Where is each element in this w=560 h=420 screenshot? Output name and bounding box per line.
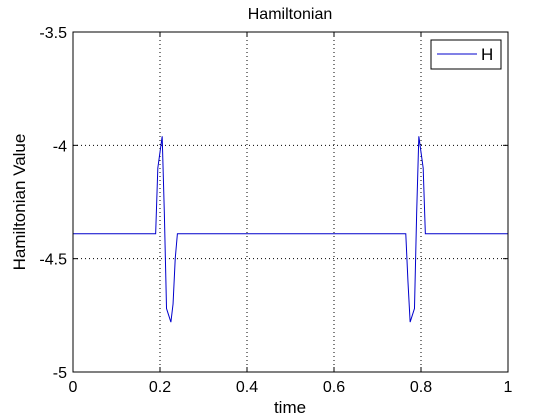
- x-tick-label: 1: [504, 379, 513, 396]
- x-tick-label: 0: [69, 379, 78, 396]
- y-tick-labels: -5 -4.5 -4 -3.5: [39, 25, 67, 382]
- legend-label-h: H: [481, 45, 493, 64]
- y-tick-label: -4.5: [39, 252, 67, 269]
- series-layer: [73, 136, 508, 323]
- y-tick-label: -5: [53, 365, 67, 382]
- y-tick-label: -4: [53, 138, 67, 155]
- legend: H: [430, 39, 502, 70]
- x-tick-label: 0.8: [410, 379, 432, 396]
- y-axis-label: Hamiltonian Value: [10, 134, 29, 271]
- x-tick-label: 0.2: [149, 379, 171, 396]
- plot-area: [73, 32, 508, 372]
- x-tick-labels: 0 0.2 0.4 0.6 0.8 1: [69, 379, 513, 396]
- x-axis-label: time: [274, 398, 306, 417]
- y-tick-label: -3.5: [39, 25, 67, 42]
- plot-frame: [72, 31, 509, 373]
- x-tick-label: 0.4: [236, 379, 258, 396]
- chart-title: Hamiltonian: [248, 6, 332, 23]
- series-line-h: [73, 136, 508, 323]
- x-tick-label: 0.6: [323, 379, 345, 396]
- ticks: [72, 31, 509, 373]
- grid: [73, 32, 508, 372]
